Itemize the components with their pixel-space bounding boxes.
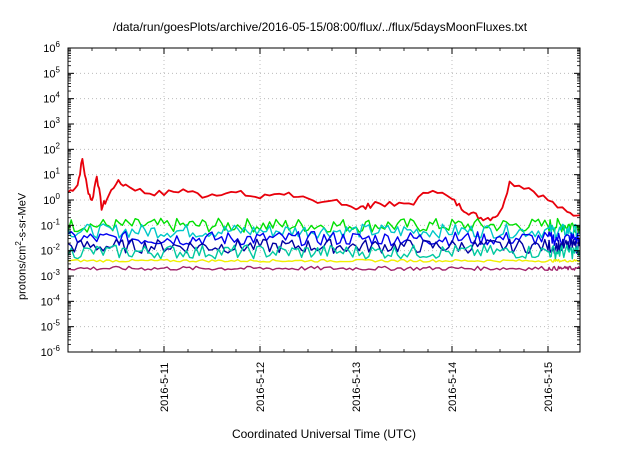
y-tick-label: 10-2 [41, 243, 61, 258]
series-line [67, 265, 581, 272]
y-axis-label-main: protons/cm [16, 245, 29, 300]
x-tick-label: 2016-5-14 [447, 362, 459, 412]
series-line [67, 223, 581, 239]
x-tick-label: 2016-5-13 [351, 362, 363, 412]
y-axis-label: protons/cm2-s-sr-MeV [14, 193, 29, 300]
y-tick-label: 10-5 [41, 319, 61, 334]
y-tick-label: 104 [43, 91, 60, 106]
x-tick-label: 2016-5-15 [543, 362, 555, 412]
series-line [67, 258, 581, 263]
y-tick-label: 102 [43, 141, 60, 156]
y-axis-label-exponent: 2 [14, 241, 23, 246]
y-tick-label: 106 [43, 40, 60, 55]
y-tick-label: 10-4 [41, 293, 61, 308]
y-axis-label-unit: -s-sr-MeV [16, 192, 29, 242]
x-axis-label: Coordinated Universal Time (UTC) [231, 427, 417, 441]
y-tick-label: 105 [43, 65, 60, 80]
y-tick-label: 100 [43, 192, 60, 207]
y-tick-label: 10-6 [41, 344, 61, 359]
series-line [67, 157, 580, 222]
x-tick-label: 2016-5-11 [159, 363, 171, 412]
y-tick-label: 103 [43, 116, 60, 131]
x-tick-label: 2016-5-12 [255, 362, 267, 412]
y-tick-label: 10-3 [41, 268, 61, 283]
y-tick-label: 101 [43, 167, 60, 182]
series-line [67, 244, 581, 260]
y-tick-label: 10-1 [41, 217, 61, 232]
chart-title: /data/run/goesPlots/archive/2016-05-15/0… [112, 20, 528, 34]
series-line [67, 230, 581, 247]
